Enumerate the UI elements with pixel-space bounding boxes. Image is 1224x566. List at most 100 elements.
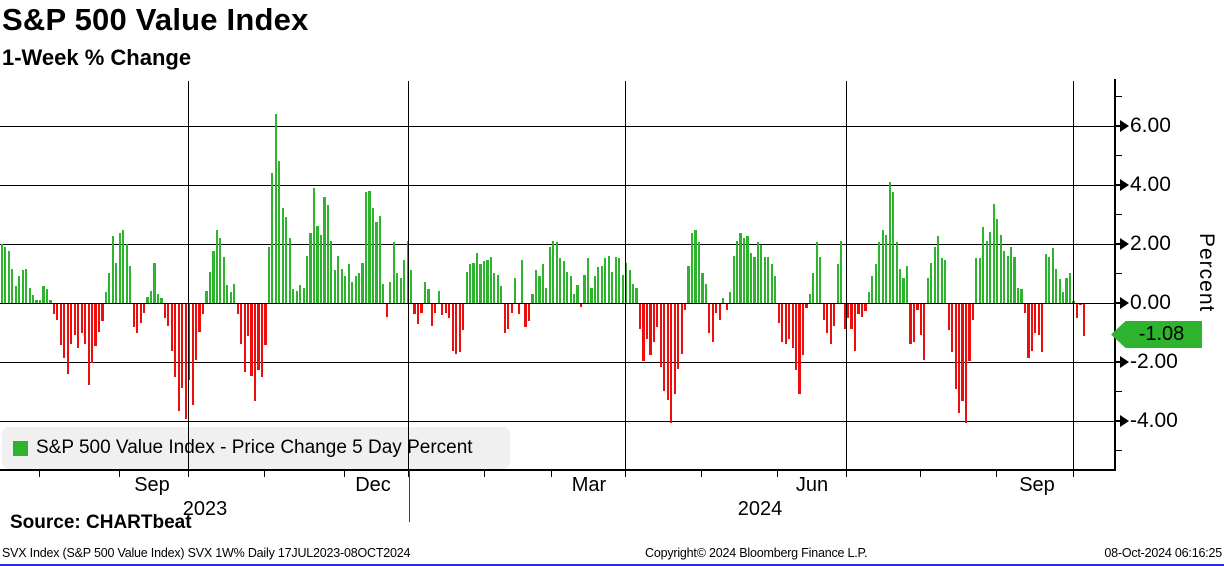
bar-negative [524,303,527,328]
bar-positive [538,276,541,303]
bar-positive [288,237,291,303]
chart-title: S&P 500 Value Index [2,2,309,37]
y-tick-major [1114,124,1122,127]
bar-positive [361,262,364,303]
x-year-label: 2024 [737,498,783,520]
bar-positive [607,255,610,303]
bar-negative [971,303,975,320]
bar-positive [534,270,538,303]
bar-negative [163,303,166,319]
bar-negative [1023,303,1027,313]
bar-positive [635,287,638,303]
bar-positive [489,256,492,303]
bar-negative [652,303,655,343]
bar-positive [115,262,118,303]
bar-positive [732,255,735,303]
bar-positive [739,233,742,303]
gridline-vertical [625,81,626,470]
x-tick [777,471,778,477]
bar-negative [801,303,805,356]
bar-positive [1009,246,1013,303]
bar-negative [715,303,718,313]
bar-negative [184,303,187,419]
bar-positive [11,268,14,303]
bar-negative [70,303,73,344]
bar-negative [833,303,836,326]
bar-negative [656,303,659,328]
bar-positive [1020,289,1023,303]
bar-negative [951,303,954,353]
bar-positive [7,251,10,303]
bar-positive [229,292,232,303]
bar-positive [323,196,326,303]
bar-negative [503,303,506,334]
bar-negative [201,303,205,314]
x-tick [188,471,189,477]
bar-positive [514,277,517,303]
bar-positive [697,242,701,303]
bar-positive [722,298,725,303]
bar-positive [129,265,132,303]
bar-positive [205,290,208,303]
bar-positive [38,299,42,303]
bar-negative [1075,303,1079,319]
bar-positive [933,246,936,303]
bar-positive [208,271,212,303]
bar-negative [677,303,680,369]
bar-positive [999,234,1002,303]
bar-negative [462,303,465,331]
bar-negative [264,303,267,345]
bar-negative [1037,303,1040,335]
bar-positive [389,282,392,303]
bar-positive [1058,279,1061,303]
bar-positive [309,233,312,303]
x-tick [1073,471,1074,477]
y-tick-minor [1114,450,1122,452]
x-tick [996,471,997,477]
last-value-text: -1.08 [1138,323,1185,346]
bar-negative [857,303,860,314]
bar-negative [638,303,642,329]
bar-positive [621,274,624,303]
bar-negative [843,303,846,329]
y-tick-major [1114,419,1122,422]
bar-negative [250,303,253,376]
bar-negative [846,303,850,319]
x-month-label: Sep [1019,474,1055,496]
bar-negative [909,303,912,344]
bar-positive [531,293,534,303]
bar-positive [888,181,891,303]
bar-positive [905,265,909,303]
bar-negative [649,303,652,356]
bar-negative [864,303,867,312]
bar-positive [382,283,385,303]
legend-label: S&P 500 Value Index - Price Change 5 Day… [36,437,473,458]
bar-positive [763,256,766,303]
bar-positive [902,277,905,303]
bar-positive [687,265,690,303]
bar-positive [625,262,628,303]
x-tick [920,471,921,477]
bar-negative [181,303,184,388]
bar-positive [351,282,354,303]
bar-positive [45,289,49,303]
bar-negative [1034,303,1037,334]
bar-positive [364,192,368,303]
bar-positive [836,264,839,303]
last-value-tag: -1.08 [1111,321,1202,349]
bar-negative [136,303,139,334]
y-tick-arrow-icon [1120,355,1129,368]
bar-negative [430,303,434,326]
bar-positive [819,256,822,303]
bar-positive [690,233,694,303]
bar-negative [441,303,444,316]
bar-positive [493,273,496,303]
bar-negative [645,303,649,340]
bar-positive [330,240,333,303]
bar-negative [805,303,808,309]
bar-negative [788,303,791,340]
bar-negative [784,303,787,344]
bar-negative [253,303,257,402]
bar-positive [978,258,981,303]
x-axis-line [0,469,1116,471]
